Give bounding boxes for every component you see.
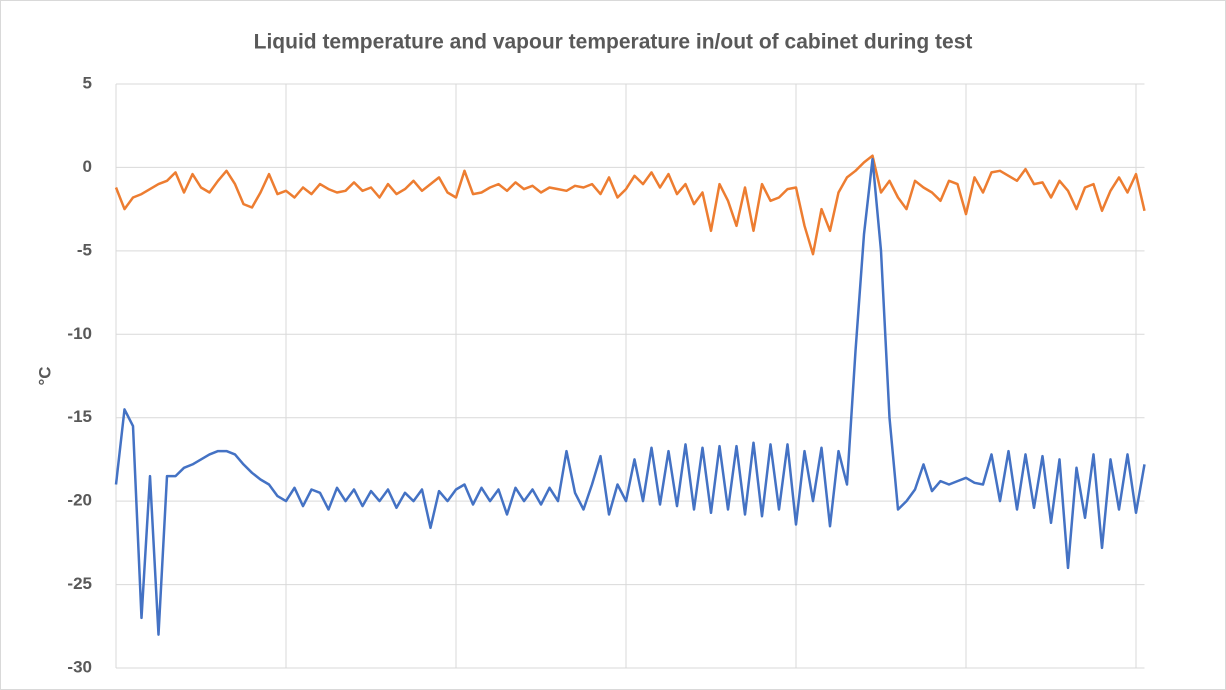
y-tick-label: -25 xyxy=(67,574,92,593)
y-tick-label: -10 xyxy=(67,324,92,343)
y-tick-label: -20 xyxy=(67,491,92,510)
series-line xyxy=(114,154,1146,256)
chart-title: Liquid temperature and vapour temperatur… xyxy=(254,31,973,54)
y-tick-label: 5 xyxy=(83,73,92,92)
y-tick-label: -15 xyxy=(67,407,92,426)
y-tick-label: -5 xyxy=(77,240,92,259)
series-line xyxy=(114,157,1146,636)
y-tick-label: -30 xyxy=(67,657,92,676)
y-axis-label: °C xyxy=(35,366,54,385)
y-tick-label: 0 xyxy=(83,157,92,176)
vertical-grid xyxy=(115,84,1137,668)
